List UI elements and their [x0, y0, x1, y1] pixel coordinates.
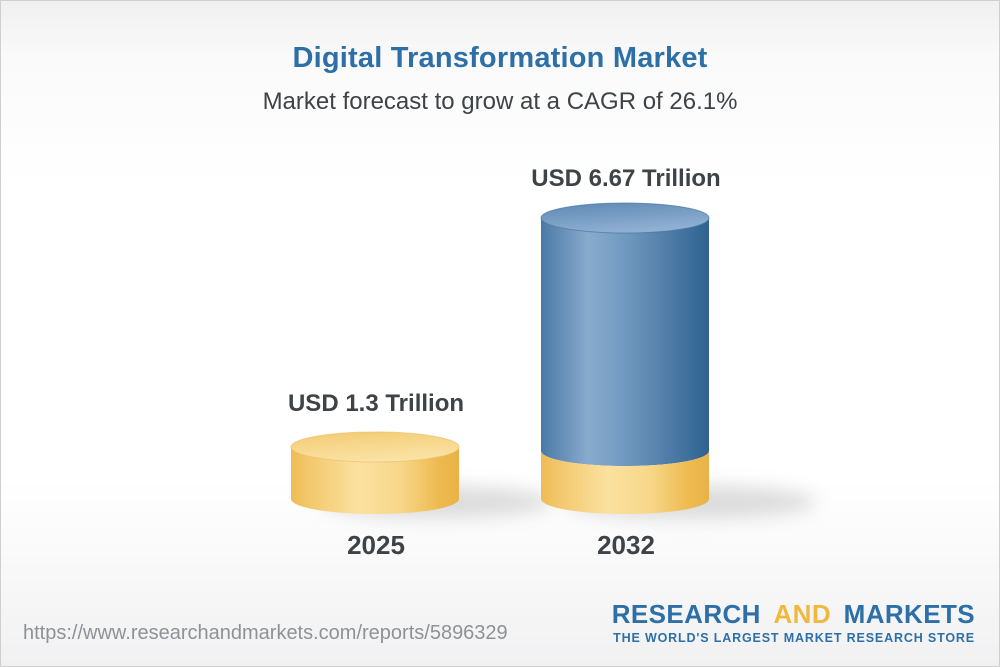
bar-2025-cylinder	[290, 431, 460, 514]
category-label-2025: 2025	[347, 530, 405, 560]
research-and-markets-logo: RESEARCH AND MARKETS THE WORLD'S LARGEST…	[612, 600, 975, 645]
category-label-2032: 2032	[597, 530, 655, 560]
value-label-2032: USD 6.67 Trillion	[531, 165, 721, 192]
logo-word-markets: MARKETS	[843, 599, 975, 629]
logo-wordmark: RESEARCH AND MARKETS	[612, 600, 975, 629]
logo-word-research: RESEARCH	[611, 599, 761, 629]
value-label-2025: USD 1.3 Trillion	[287, 390, 465, 417]
logo-tagline: THE WORLD'S LARGEST MARKET RESEARCH STOR…	[613, 630, 975, 645]
page-title: Digital Transformation Market	[292, 42, 708, 74]
logo-word-and: AND	[773, 599, 832, 629]
report-url: https://www.researchandmarkets.com/repor…	[23, 622, 508, 644]
bar-2032-cylinder	[540, 202, 710, 514]
page-subtitle: Market forecast to grow at a CAGR of 26.…	[262, 88, 738, 115]
